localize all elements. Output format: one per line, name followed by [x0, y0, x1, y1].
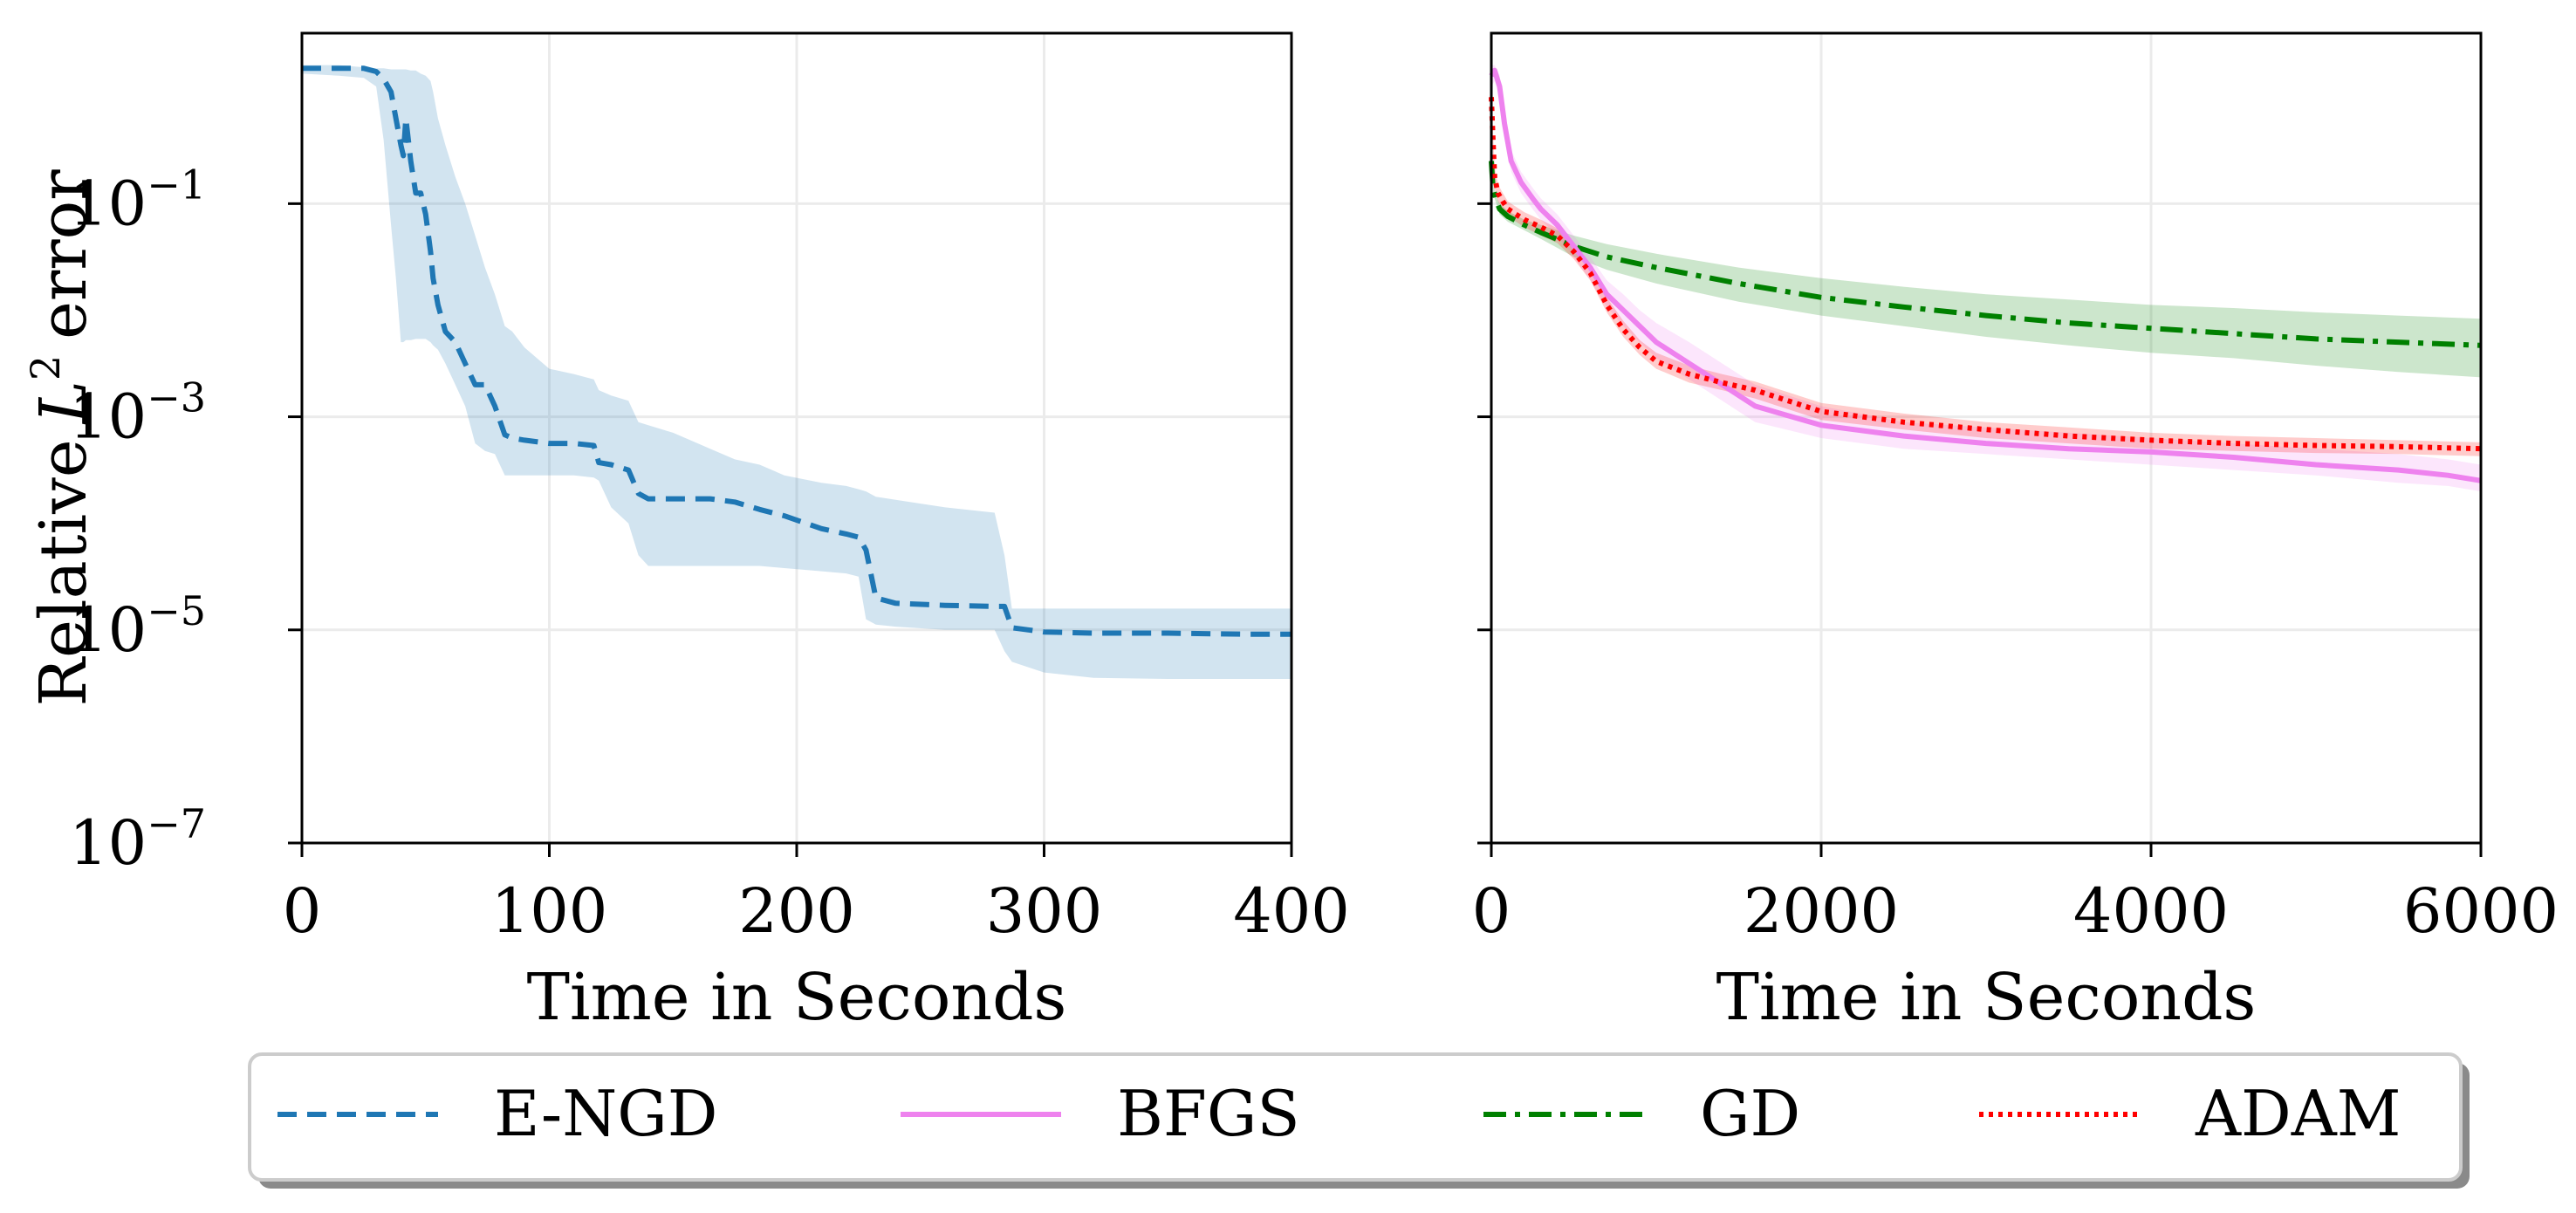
y-axis-label: Relative L2 error [22, 169, 101, 707]
series-line-e-ngd [302, 65, 1291, 637]
right-x-axis-label: Time in Seconds [1716, 960, 2257, 1035]
y-tick-label: 10−3 [69, 374, 206, 453]
legend-label: ADAM [2195, 1077, 2401, 1150]
y-tick-label: 10−1 [69, 161, 206, 239]
x-tick-label: 200 [738, 875, 855, 947]
right-plot-panel: 0 2000 4000 6000 Time in Seconds [1472, 31, 2559, 1035]
legend-box [248, 1052, 2463, 1182]
y-axis-label-variable: L [26, 380, 101, 425]
y-tick-label: 10−7 [69, 800, 206, 879]
left-plot-panel: 0 100 200 300 400 10−1 10−3 10−5 10−7 Time in Se… [22, 31, 1350, 1035]
y-axis-label-prefix: Relative [26, 439, 101, 706]
legend: E-NGD BFGS GD ADAM [248, 1052, 2470, 1189]
x-tick-label: 300 [986, 875, 1103, 947]
y-axis-label-superscript: 2 [22, 355, 69, 380]
series-band-gd [1491, 155, 2481, 378]
legend-entry-e-ngd: E-NGD [277, 1077, 717, 1150]
x-tick-label: 100 [491, 875, 608, 947]
x-tick-label: 4000 [2073, 875, 2229, 947]
y-tick-label: 10−5 [69, 587, 206, 666]
series-line-gd [1489, 161, 2482, 348]
legend-label: E-NGD [494, 1077, 717, 1150]
y-axis-label-suffix: error [26, 169, 101, 339]
x-tick-label: 0 [283, 875, 322, 947]
legend-entry-gd: GD [1483, 1077, 1800, 1150]
legend-entry-bfgs: BFGS [901, 1077, 1300, 1150]
left-x-axis-label: Time in Seconds [527, 960, 1067, 1035]
series-line-bfgs [1489, 67, 2482, 483]
series-band-bfgs [1491, 65, 2481, 492]
legend-label: GD [1700, 1077, 1800, 1150]
legend-entry-adam: ADAM [1979, 1077, 2401, 1150]
x-tick-label: 6000 [2403, 875, 2559, 947]
series-band-e-ngd [302, 65, 1291, 680]
right-plot-frame [1490, 31, 2483, 845]
x-tick-label: 0 [1472, 875, 1511, 947]
legend-label: BFGS [1117, 1077, 1300, 1150]
x-tick-label: 2000 [1744, 875, 1899, 947]
x-tick-label: 400 [1233, 875, 1350, 947]
series-line-adam [1489, 97, 2482, 452]
